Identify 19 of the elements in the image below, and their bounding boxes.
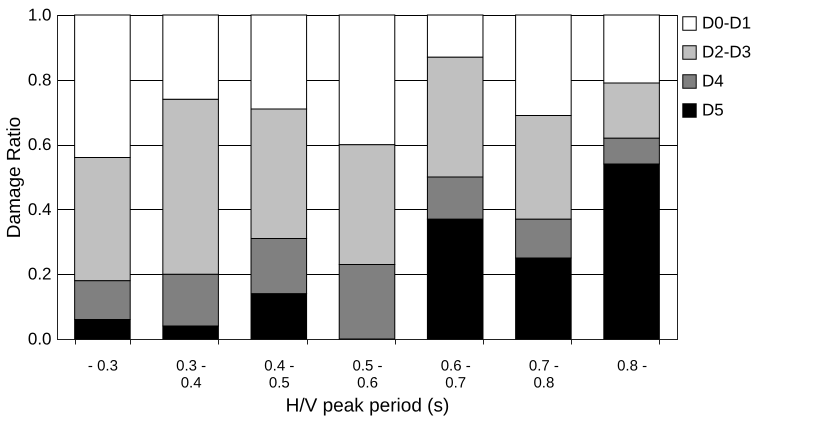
x-tick-label: 0.4 - 0.5 [264, 358, 294, 392]
y-tick-label: 0.0 [28, 330, 52, 348]
y-tick-label: 0.6 [28, 135, 52, 154]
x-tick-label: 0.6 - 0.7 [440, 358, 471, 392]
y-tick-label: 0.4 [28, 200, 52, 219]
legend-label: D5 [702, 100, 724, 120]
legend-label: D4 [702, 72, 724, 90]
y-tick-label: 0.2 [28, 264, 52, 284]
x-tick-label: - 0.3 [88, 358, 118, 374]
x-tick-label: 0.7 - 0.8 [528, 358, 559, 392]
y-tick-label: 1.0 [28, 6, 52, 24]
legend-label: D0-D1 [702, 14, 752, 32]
y-tick-label: 0.8 [28, 70, 52, 90]
x-tick-label: 0.8 - [617, 358, 648, 374]
x-axis-title: H/V peak period (s) [286, 396, 450, 416]
x-tick-label: 0.3 - 0.4 [176, 358, 206, 392]
x-tick-label: 0.5 - 0.6 [352, 358, 383, 392]
y-axis-title: Damage Ratio [4, 116, 25, 238]
legend-label: D2-D3 [702, 42, 752, 62]
